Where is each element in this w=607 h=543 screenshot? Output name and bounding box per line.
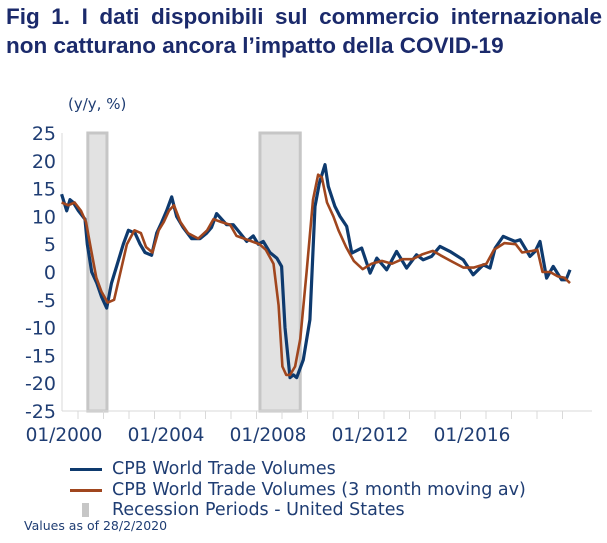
x-tick-label: 01/2016 [434, 425, 511, 446]
y-tick-label: -5 [37, 290, 56, 312]
y-tick-label: 20 [32, 151, 56, 173]
legend-item-recession: Recession Periods - United States [70, 500, 405, 520]
legend-swatch-recession [82, 503, 89, 517]
legend-label-raw: CPB World Trade Volumes [112, 459, 336, 479]
y-tick-label: 15 [32, 179, 56, 201]
legend-swatch-ma [70, 488, 102, 492]
y-tick-label: -25 [25, 401, 56, 423]
x-tick-label: 01/2000 [26, 425, 103, 446]
legend-label-ma: CPB World Trade Volumes (3 month moving … [112, 480, 526, 500]
x-tick-label: 01/2008 [230, 425, 307, 446]
series-line-raw [60, 163, 572, 380]
y-tick-label: -15 [25, 345, 56, 367]
legend-item-ma: CPB World Trade Volumes (3 month moving … [70, 480, 526, 500]
y-axis-unit-label: (y/y, %) [68, 95, 127, 113]
y-tick-label: -10 [25, 318, 56, 340]
y-tick-label: 0 [44, 262, 56, 284]
y-tick-label: 5 [44, 234, 56, 256]
chart-title: Fig 1. I dati disponibili sul commercio … [6, 4, 602, 58]
y-tick-label: 10 [32, 206, 56, 228]
legend-item-raw: CPB World Trade Volumes [70, 459, 336, 479]
data-date-note: Values as of 28/2/2020 [24, 518, 168, 533]
legend-label-recession: Recession Periods - United States [112, 500, 405, 520]
x-tick-label: 01/2012 [332, 425, 409, 446]
legend-swatch-raw [70, 467, 102, 471]
x-tick-label: 01/2004 [128, 425, 205, 446]
recession-band [258, 131, 302, 413]
y-tick-label: 25 [32, 123, 56, 145]
y-tick-label: -20 [25, 373, 56, 395]
series-line-moving-average [61, 173, 571, 377]
